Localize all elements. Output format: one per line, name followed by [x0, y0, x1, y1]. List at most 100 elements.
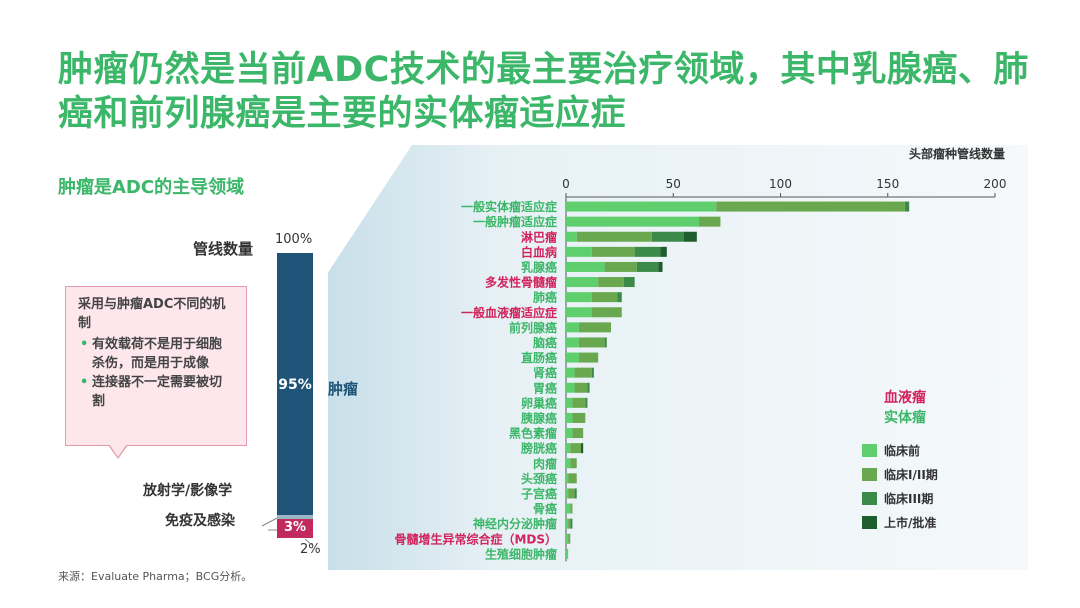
category-label: 肾癌 [533, 365, 557, 380]
radiology-label: 放射学/影像学 [143, 483, 233, 499]
bar-segment [683, 231, 697, 242]
bar-segment [566, 518, 569, 529]
category-label: 脑癌 [532, 335, 557, 350]
callout-bullet: 有效载荷不是用于细胞杀伤，而是用于成像 [80, 335, 234, 373]
category-label: 头颈癌 [521, 471, 557, 486]
bar-segment [581, 443, 584, 454]
bar-segment [566, 322, 579, 333]
bar-segment [566, 412, 573, 423]
bar-segment [604, 337, 607, 348]
bar-segment [566, 201, 717, 212]
bar-segment [574, 488, 577, 499]
bar-segment [566, 548, 569, 559]
category-label: 卵巢癌 [521, 395, 557, 410]
legend-group-label: 血液瘤 [884, 389, 926, 406]
category-label: 神经内分泌肿瘤 [473, 516, 557, 531]
pipeline-count-label: 管线数量 [193, 240, 254, 258]
category-label: 多发性骨髓瘤 [485, 275, 557, 290]
bar-segment [578, 322, 612, 333]
category-label: 肺癌 [533, 290, 557, 305]
bar-segment [623, 277, 635, 288]
category-label: 肉瘤 [533, 456, 557, 471]
category-labels: 一般实体瘤适应症一般肿瘤适应症淋巴瘤白血病乳腺癌多发性骨髓瘤肺癌一般血液瘤适应症… [394, 199, 557, 561]
left-subtitle: 肿瘤是ADC的主导领域 [58, 177, 245, 198]
bar-segment [566, 292, 592, 303]
category-label: 胃癌 [533, 380, 557, 395]
category-label: 一般肿瘤适应症 [473, 214, 557, 229]
bar-segment [585, 397, 588, 408]
x-axis-ticks: 0 50 100 150 200 [562, 177, 1007, 562]
bar-segment [568, 518, 571, 529]
bar-segment [658, 261, 663, 272]
x-tick-label: 50 [666, 177, 681, 191]
bar-segment [566, 397, 573, 408]
bar-segment [566, 503, 571, 514]
bar-segment [572, 428, 584, 439]
bar-segment [634, 246, 661, 257]
bar-segment [604, 261, 637, 272]
bar-segment [591, 367, 594, 378]
pct-100-label: 100% [275, 232, 313, 247]
bar-segment [566, 443, 571, 454]
x-tick-label: 150 [876, 177, 899, 191]
callout-heading: 采用与肿瘤ADC不同的机制 [78, 297, 226, 331]
bar-segment [570, 518, 573, 529]
legend-swatch [862, 516, 877, 529]
page-title: 肿瘤仍然是当前ADC技术的最主要治疗领域，其中乳腺癌、肺癌和前列腺癌是主要的实体… [58, 50, 1029, 134]
tumor-label: 肿瘤 [328, 380, 359, 398]
legend-series-label: 临床I/II期 [884, 467, 938, 482]
x-tick-label: 0 [562, 177, 570, 191]
bar-segment [566, 382, 575, 393]
category-label: 直肠癌 [521, 350, 557, 365]
category-label: 膀胱癌 [520, 441, 557, 456]
bar-segment [566, 216, 699, 227]
callout-bullet: 连接器不一定需要被切割 [80, 373, 234, 411]
bar-segment [566, 337, 579, 348]
bar-segment [566, 231, 577, 242]
tumor-segment: 95% [277, 253, 313, 515]
bar-segment [651, 231, 684, 242]
bar-segment [578, 337, 605, 348]
chart-title: 头部瘤种管线数量 [909, 146, 1005, 161]
callout-bullets: 有效载荷不是用于细胞杀伤，而是用于成像 连接器不一定需要被切割 [78, 335, 234, 411]
legend-swatch [862, 444, 877, 457]
bar-segment [716, 201, 905, 212]
pct2-leader-line [304, 538, 313, 546]
bar-segment [570, 458, 577, 469]
chart-panel-background [328, 145, 1028, 570]
immune-pct-label: 3% [283, 520, 307, 535]
x-tick-label: 200 [984, 177, 1007, 191]
bar-segment [566, 277, 599, 288]
bar-segment [568, 488, 575, 499]
radiology-pct-label: 2% [300, 542, 321, 557]
bar-segment [566, 261, 605, 272]
bar-segment [904, 201, 910, 212]
category-label: 白血病 [521, 244, 557, 259]
bar-segment [568, 533, 571, 544]
legend-series-label: 临床前 [884, 443, 920, 458]
x-tick-label: 100 [769, 177, 792, 191]
legend-swatch [862, 468, 877, 481]
category-label: 胰腺癌 [521, 410, 557, 425]
bar-segment [566, 307, 592, 318]
bar-segment [566, 428, 573, 439]
category-label: 骨髓增生异常综合症（MDS） [394, 531, 557, 546]
tumor-pct-label: 95% [278, 377, 312, 393]
bar-segment [587, 382, 590, 393]
bar-segment [576, 231, 652, 242]
immune-segment: 3% [277, 519, 313, 538]
category-label: 一般血液瘤适应症 [461, 305, 557, 320]
bar-segment [572, 412, 586, 423]
bar-segment [566, 458, 571, 469]
bar-segment [566, 367, 575, 378]
source-note: 来源：Evaluate Pharma；BCG分析。 [58, 570, 253, 583]
pipeline-share-bar: 95% 3% [277, 253, 313, 538]
legend-group-label: 实体瘤 [884, 409, 926, 426]
bar-segment [617, 292, 622, 303]
radiology-segment [277, 515, 313, 519]
bar-segment [574, 382, 588, 393]
immune-label: 免疫及感染 [165, 513, 235, 529]
